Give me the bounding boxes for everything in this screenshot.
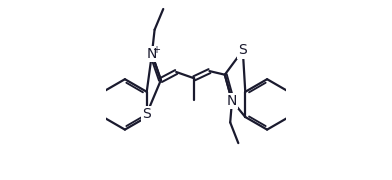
Text: N: N (227, 94, 237, 108)
Text: N: N (147, 47, 157, 61)
Text: +: + (152, 44, 160, 55)
Text: S: S (238, 43, 247, 57)
Text: S: S (142, 107, 151, 121)
